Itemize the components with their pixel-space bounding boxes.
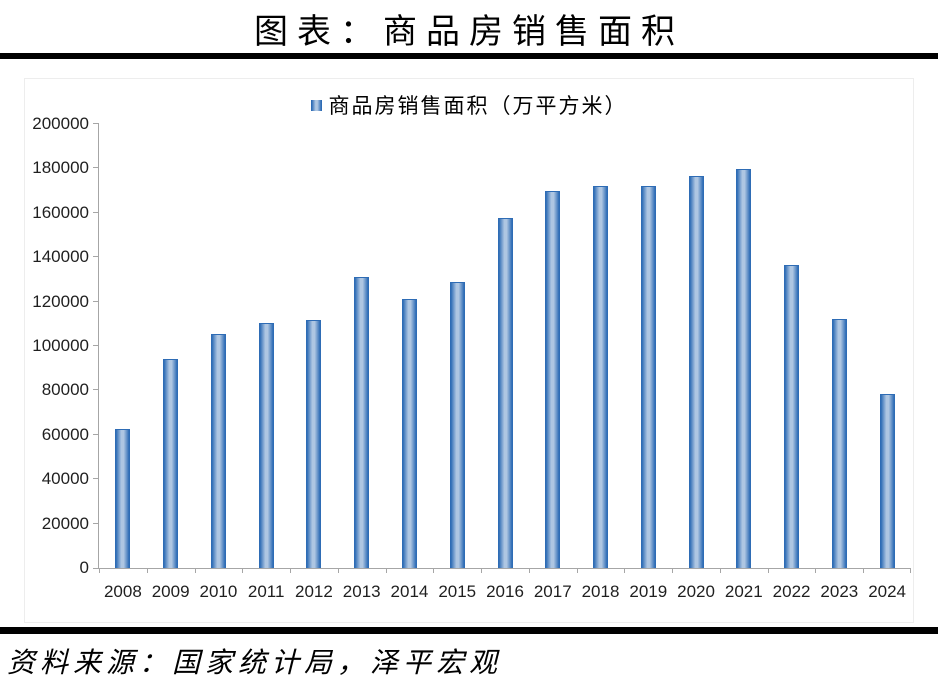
- chart-bar: [545, 190, 561, 568]
- page-title: 图表：商品房销售面积: [254, 12, 684, 52]
- x-axis-tick: [290, 568, 292, 573]
- x-axis-label: 2018: [581, 582, 620, 601]
- x-axis-label: 2021: [724, 582, 763, 601]
- x-axis-label: 2015: [438, 582, 477, 601]
- x-axis-tick: [385, 568, 387, 573]
- x-axis-label: 2023: [820, 582, 859, 601]
- y-axis-tick: [93, 389, 99, 391]
- y-axis-tick: [93, 433, 99, 435]
- x-axis-tick: [99, 568, 100, 573]
- plot-area: 0 20000 40000 60000 80000 100000 120000 140000 1…: [32, 115, 911, 601]
- x-axis-label: 2011: [247, 582, 285, 601]
- x-axis-label: 2019: [629, 582, 668, 601]
- x-axis-tick: [863, 568, 865, 573]
- chart-bar: [831, 318, 847, 568]
- y-axis-tick: [93, 300, 99, 302]
- y-axis-tick: [93, 478, 99, 480]
- y-axis-label: 140000: [32, 247, 89, 267]
- x-axis-tick: [576, 568, 578, 573]
- y-axis-label: 180000: [32, 158, 89, 178]
- chart-bar: [497, 217, 513, 568]
- x-axis-tick: [194, 568, 196, 573]
- chart-bar: [354, 277, 370, 568]
- y-axis-label: 200000: [32, 114, 89, 133]
- chart-bar: [688, 176, 704, 568]
- legend-label: 商品房销售面积（万平方米）: [328, 94, 628, 118]
- chart-legend: 商品房销售面积（万平方米）: [25, 90, 913, 120]
- x-axis-tick: [337, 568, 339, 573]
- y-axis-label: 100000: [32, 336, 89, 355]
- legend-marker-icon: [310, 99, 322, 111]
- y-axis-tick: [93, 568, 99, 569]
- x-axis-label: 2014: [390, 582, 429, 601]
- chart-bar: [163, 358, 179, 568]
- chart-bar: [306, 319, 322, 568]
- y-axis-label: 60000: [41, 424, 89, 444]
- y-axis-label: 0: [79, 558, 89, 577]
- y-axis-tick: [93, 522, 99, 524]
- x-axis-label: 2024: [868, 582, 907, 601]
- y-axis-tick: [93, 123, 99, 124]
- chart-bar: [449, 281, 465, 568]
- y-axis-label: 80000: [41, 380, 89, 400]
- y-axis-tick: [93, 345, 99, 346]
- x-axis-tick: [528, 568, 530, 573]
- y-axis-label: 40000: [41, 469, 89, 489]
- x-axis-tick: [146, 568, 148, 573]
- x-axis-label: 2020: [677, 582, 715, 601]
- y-axis-tick: [93, 211, 99, 213]
- chart-area: 商品房销售面积（万平方米） 0 20000 40000 60000 80000 10000…: [24, 78, 914, 623]
- y-axis-label: 160000: [32, 202, 89, 222]
- y-axis-label: 20000: [41, 513, 89, 533]
- x-axis-label: 2008: [103, 582, 142, 601]
- x-axis-tick: [433, 568, 435, 573]
- x-axis-label: 2012: [295, 582, 333, 601]
- chart-bar: [115, 429, 131, 568]
- x-axis-tick: [767, 568, 769, 573]
- y-axis-tick: [93, 256, 99, 258]
- chart-bar: [640, 186, 656, 568]
- chart-bar: [879, 393, 895, 568]
- x-axis-tick: [815, 568, 817, 573]
- x-axis-label: 2009: [151, 582, 190, 601]
- x-axis-label: 2013: [342, 582, 381, 601]
- x-axis-label: 2010: [199, 582, 238, 601]
- x-axis-tick: [624, 568, 626, 573]
- x-axis-tick: [719, 568, 721, 573]
- source-note: 资料来源：国家统计局，泽平宏观: [7, 646, 503, 679]
- chart-bar: [401, 299, 417, 568]
- x-axis-tick: [672, 568, 674, 573]
- footer-divider: [0, 627, 938, 634]
- title-divider: [0, 53, 938, 59]
- y-axis-label: 120000: [32, 291, 89, 311]
- chart-bar: [258, 322, 274, 568]
- chart-bar: [593, 185, 609, 568]
- x-axis-tick: [910, 568, 911, 573]
- y-axis-tick: [93, 167, 99, 169]
- x-axis-tick: [242, 568, 244, 573]
- x-axis-label: 2016: [486, 582, 524, 601]
- x-axis-tick: [481, 568, 483, 573]
- chart-bar: [784, 265, 800, 568]
- x-axis-label: 2017: [533, 582, 572, 601]
- chart-bar: [736, 168, 752, 568]
- x-axis-label: 2022: [772, 582, 811, 601]
- chart-bar: [210, 334, 226, 568]
